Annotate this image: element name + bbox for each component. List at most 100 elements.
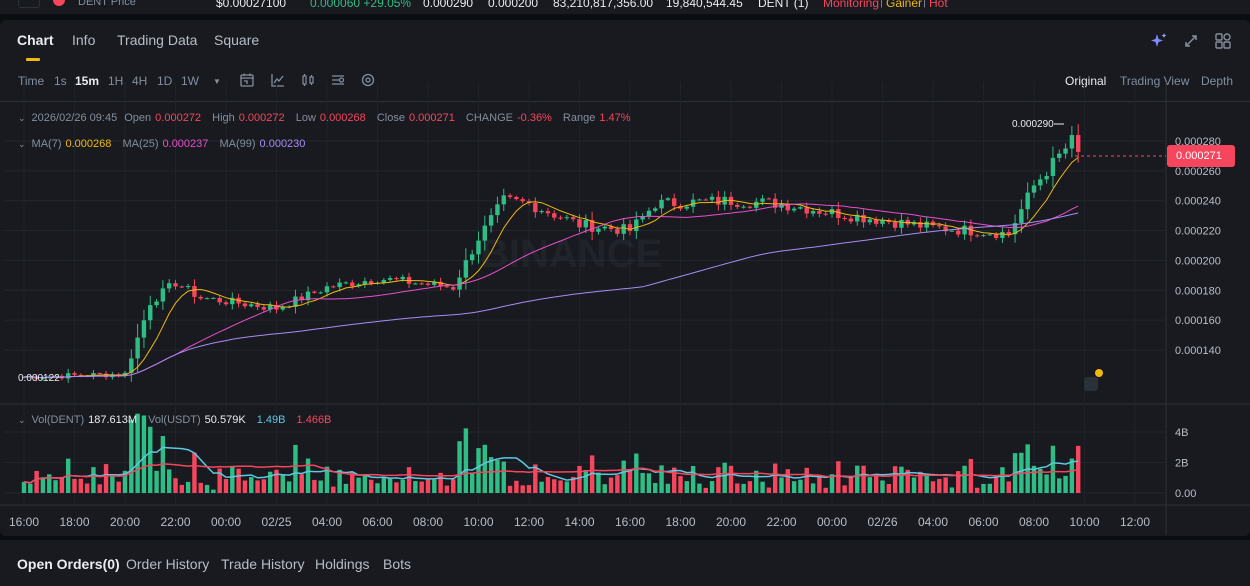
favorite-box[interactable] [18, 0, 40, 8]
tab-open-orders[interactable]: Open Orders(0) [17, 556, 120, 572]
ma25-label: MA(25) [122, 138, 159, 150]
view-depth[interactable]: Depth [1201, 74, 1234, 88]
candle-body [823, 213, 828, 215]
volume-bar [1069, 458, 1075, 493]
volume-bar [413, 481, 418, 493]
candle-type-icon[interactable] [300, 72, 316, 88]
candle-body [21, 376, 27, 378]
candle-body [166, 283, 172, 289]
tab-square[interactable]: Square [214, 32, 260, 48]
candle-body [514, 196, 519, 200]
tag-monitoring[interactable]: Monitoring [823, 0, 880, 10]
dent-logo-icon [53, 0, 65, 6]
calendar-icon[interactable] [239, 72, 255, 88]
volume-bar [741, 483, 746, 493]
tab-trade-history[interactable]: Trade History [221, 556, 305, 572]
tab-info[interactable]: Info [72, 32, 96, 48]
close-value: 0.000271 [408, 112, 455, 124]
collapse-chevron-icon[interactable]: ⌄ [18, 415, 26, 425]
interval-1w[interactable]: 1W [181, 74, 199, 88]
volume-bar [949, 487, 955, 493]
volume-bar [697, 483, 702, 493]
candle-body [1019, 209, 1024, 224]
candlestick-chart[interactable]: 0.0002800.0002600.0002400.0002200.000200… [0, 82, 1250, 536]
candle-body [185, 285, 191, 288]
volume-bar [381, 477, 387, 493]
time-axis-tick: 14:00 [564, 515, 594, 529]
candle-body [1069, 135, 1075, 149]
gear-icon[interactable] [360, 72, 376, 88]
tab-chart[interactable]: Chart [17, 32, 54, 48]
time-axis-tick: 02/25 [261, 515, 291, 529]
candle-body [261, 307, 267, 310]
candle-body [741, 206, 746, 208]
volume-bar [185, 481, 191, 493]
time-axis-tick: 12:00 [514, 515, 544, 529]
interval-1s[interactable]: 1s [54, 74, 67, 88]
ticker-vol-dent: 83,210,817,356.00 [553, 0, 654, 10]
ma99-line [23, 212, 1079, 379]
interval-time[interactable]: Time [18, 74, 45, 88]
volume-bar [419, 481, 424, 493]
volume-bar [577, 465, 582, 493]
candle-body [299, 296, 304, 301]
ohlc-date: 2026/02/26 09:45 [31, 112, 118, 124]
layout-grid-icon[interactable] [1214, 32, 1232, 50]
ticker-low: 0.000200 [488, 0, 539, 10]
candle-body [293, 296, 298, 307]
volume-bar [362, 474, 368, 493]
candle-body [703, 199, 708, 201]
volume-bar [198, 482, 203, 493]
time-axis-tick: 10:00 [1069, 515, 1099, 529]
volume-bar [766, 487, 772, 493]
indicator-icon[interactable] [270, 72, 286, 88]
tab-holdings[interactable]: Holdings [315, 556, 370, 572]
candle-body [387, 278, 393, 280]
candle-body [602, 226, 607, 229]
chart-settings-icon[interactable] [330, 72, 346, 88]
candle-body [1063, 148, 1068, 154]
interval-4h[interactable]: 4H [132, 74, 148, 88]
candle-body [457, 277, 462, 290]
volume-bar [552, 479, 557, 493]
volume-bar [829, 474, 835, 493]
candle-body [583, 220, 589, 228]
ticker-symbol-label[interactable]: DENT Price [78, 0, 136, 8]
price-axis-tick: 0.000260 [1175, 166, 1221, 178]
volume-bar [59, 477, 65, 493]
interval-15m[interactable]: 15m [75, 74, 100, 88]
interval-1d[interactable]: 1D [157, 74, 173, 88]
tab-bots[interactable]: Bots [383, 556, 412, 572]
ticker-change: 0.000060 +29.05% [310, 0, 412, 10]
collapse-chevron-icon[interactable]: ⌄ [18, 113, 26, 123]
tab-order-history[interactable]: Order History [126, 556, 210, 572]
tag-gainer[interactable]: Gainer [886, 0, 923, 10]
interval-1h[interactable]: 1H [108, 74, 124, 88]
candle-body [223, 302, 229, 305]
view-trading-view[interactable]: Trading View [1120, 74, 1190, 88]
time-axis-tick: 00:00 [211, 515, 241, 529]
volume-bar [116, 481, 121, 493]
ai-sparkle-icon[interactable] [1150, 32, 1168, 50]
candle-body [520, 199, 525, 202]
tab-trading-data[interactable]: Trading Data [117, 32, 198, 48]
time-axis-tick: 04:00 [312, 515, 342, 529]
tag-hot[interactable]: Hot [929, 0, 948, 10]
volume-bar [804, 467, 809, 493]
expand-icon[interactable] [1182, 32, 1200, 50]
active-tab-underline [26, 58, 40, 61]
view-original[interactable]: Original [1065, 74, 1107, 88]
ticker-high: 0.000290 [423, 0, 474, 10]
interval-dropdown-icon[interactable]: ▼ [213, 77, 221, 86]
price-axis-tick: 0.000240 [1175, 196, 1221, 208]
time-axis-tick: 08:00 [1019, 515, 1049, 529]
candle-body [697, 199, 702, 201]
candle-body [956, 230, 961, 235]
volume-bar [1050, 445, 1056, 493]
volume-bar [1063, 475, 1068, 493]
volume-bar [173, 478, 178, 493]
collapse-chevron-icon[interactable]: ⌄ [18, 139, 26, 149]
candle-body [545, 211, 551, 214]
candle-body [419, 283, 424, 285]
time-axis-tick: 02/26 [867, 515, 897, 529]
